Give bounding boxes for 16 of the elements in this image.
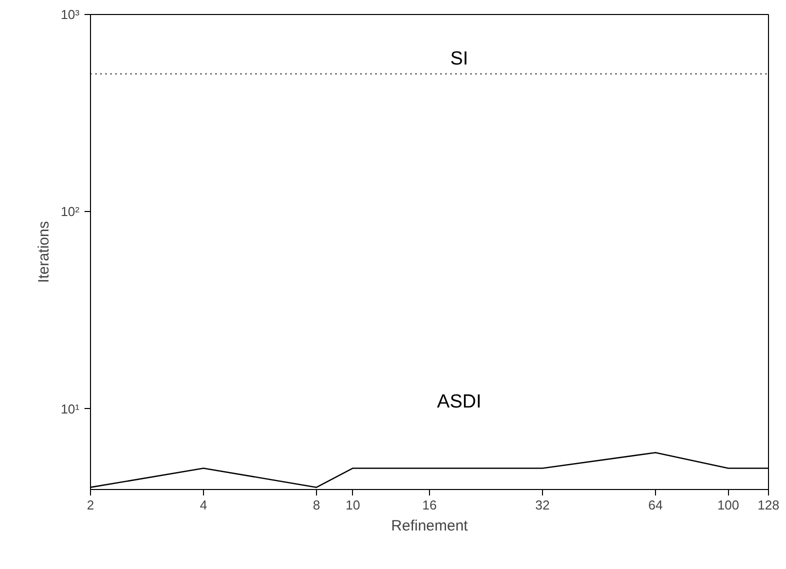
x-tick-label: 128 [758, 498, 780, 512]
x-tick-label: 64 [648, 498, 663, 512]
x-tick-label: 10 [346, 498, 360, 512]
text: ASDI [437, 391, 482, 412]
x-axis-title: Refinement [391, 518, 469, 534]
x-tick-label: 8 [312, 498, 320, 512]
y-tick-label: 10¹ [60, 401, 80, 416]
y-axis-title: Iterations [36, 221, 53, 283]
x-tick-label: 2 [86, 498, 94, 512]
x-tick-label: 32 [535, 498, 550, 512]
series-label: SI [450, 48, 468, 70]
y-tick-label: 10³ [60, 7, 80, 22]
x-tick-label: 100 [717, 498, 740, 512]
x-tick-label: 16 [422, 498, 437, 512]
x-tick-label: 4 [200, 498, 208, 512]
y-tick-label: 10² [60, 204, 80, 220]
